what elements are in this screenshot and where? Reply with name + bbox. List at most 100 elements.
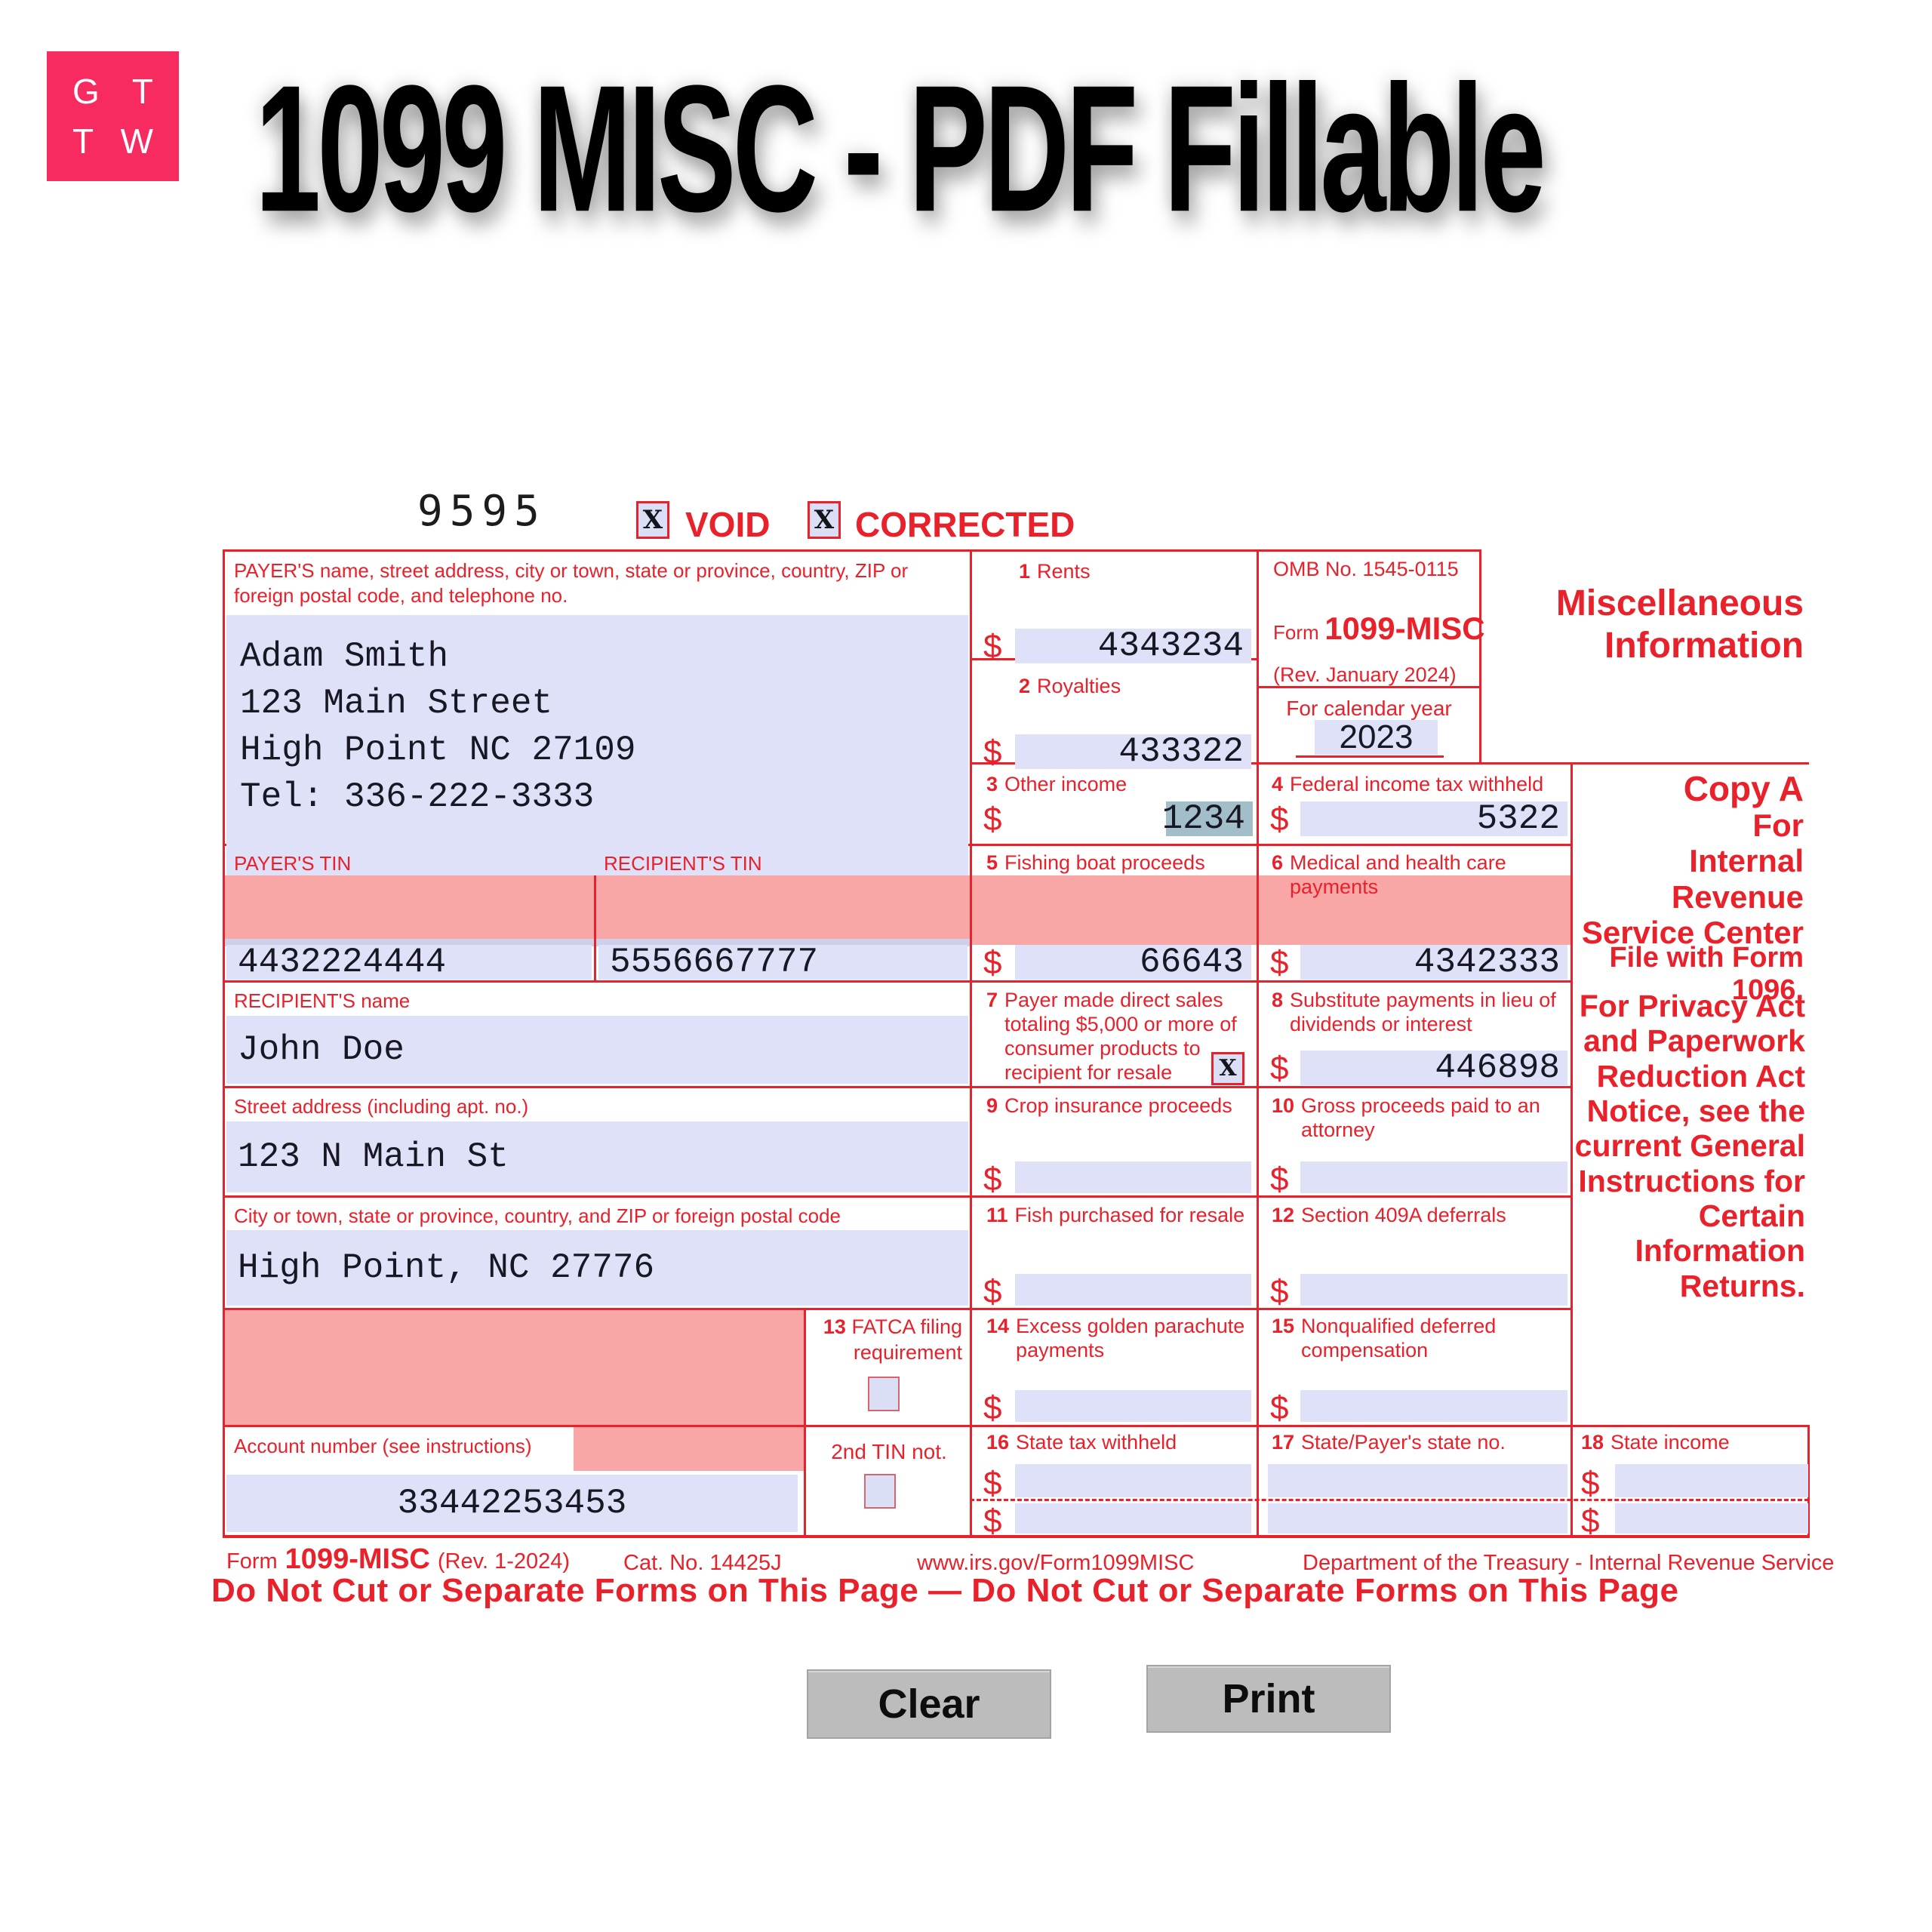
grid-line [970, 762, 1809, 764]
box13-number: 13 [823, 1315, 846, 1338]
dollar-sign: $ [983, 1465, 1002, 1502]
void-label: VOID [685, 505, 771, 544]
form-revision: (Rev. January 2024) [1273, 663, 1457, 686]
box15-deferred-field[interactable] [1300, 1390, 1567, 1422]
copy-a-label: Copy A [1683, 769, 1804, 808]
box14-parachute-field[interactable] [1015, 1390, 1251, 1422]
box1-label: Rents [1037, 560, 1091, 583]
state-row-dashed-line [970, 1499, 1809, 1501]
box13-fatca-checkbox[interactable] [868, 1377, 900, 1411]
second-tin-label: 2nd TIN not. [831, 1440, 947, 1463]
box17-state-no-field-1[interactable] [1268, 1464, 1567, 1497]
calendar-year-field[interactable]: 2023 [1315, 720, 1438, 755]
footer-irs-url: www.irs.gov/Form1099MISC [917, 1551, 1195, 1575]
box15-number: 15 [1272, 1315, 1295, 1337]
grid-line [1257, 549, 1259, 1535]
logo-letter: T [131, 72, 153, 111]
recipient-name-field[interactable]: John Doe [226, 1016, 968, 1084]
dollar-sign: $ [983, 1161, 1002, 1198]
box17-state-no-field-2[interactable] [1268, 1503, 1567, 1534]
clear-button[interactable]: Clear [807, 1669, 1051, 1739]
grid-line [804, 1308, 806, 1535]
dollar-sign: $ [1581, 1503, 1600, 1540]
void-checkbox[interactable]: X [636, 501, 669, 539]
street-field[interactable]: 123 N Main St [226, 1121, 968, 1192]
box3-number: 3 [986, 773, 998, 795]
payer-phone: Tel: 336-222-3333 [240, 777, 595, 817]
print-button[interactable]: Print [1146, 1665, 1391, 1733]
logo-row: T W [72, 124, 153, 158]
box3-value: 1234 [1161, 799, 1245, 838]
city-field[interactable]: High Point, NC 27776 [226, 1230, 968, 1306]
grid-line [223, 1086, 1573, 1088]
box15-label: Nonqualified deferred compensation [1301, 1315, 1497, 1361]
footer-department: Department of the Treasury - Internal Re… [1303, 1551, 1835, 1575]
box5-value: 66643 [1139, 943, 1244, 982]
tin-blank-area [225, 875, 970, 939]
box5-fishing-field[interactable]: 66643 [1015, 945, 1251, 980]
box8-substitute-field[interactable]: 446898 [1300, 1051, 1567, 1085]
box9-label: Crop insurance proceeds [1004, 1094, 1232, 1117]
copy-a-line: For [1752, 808, 1804, 843]
calendar-year-label: For calendar year [1286, 697, 1452, 720]
box18-state-income-field-2[interactable] [1615, 1503, 1808, 1534]
box8-label: Substitute payments in lieu of dividends… [1290, 989, 1556, 1035]
payer-name: Adam Smith [240, 637, 449, 676]
box2-royalties-field[interactable]: 433322 [1015, 734, 1251, 769]
grid-line [1479, 549, 1481, 762]
privacy-line: Certain [1698, 1198, 1805, 1233]
box7-label: Payer made direct sales totaling $5,000 … [1004, 989, 1237, 1084]
clear-button-label: Clear [878, 1681, 980, 1727]
recipient-name-label: RECIPIENT'S name [234, 989, 411, 1012]
box14-label: Excess golden parachute payments [1016, 1315, 1245, 1361]
box6-medical-field[interactable]: 4342333 [1300, 945, 1567, 980]
privacy-line: Reduction Act [1596, 1058, 1805, 1094]
do-not-cut-notice: Do Not Cut or Separate Forms on This Pag… [211, 1572, 1679, 1609]
copy-a-line: Service Center [1581, 915, 1804, 951]
corrected-checkbox[interactable]: X [808, 501, 841, 539]
box6-number: 6 [1272, 851, 1284, 874]
dollar-sign: $ [983, 1503, 1002, 1540]
box10-number: 10 [1272, 1094, 1295, 1117]
payer-info-field[interactable]: Adam Smith 123 Main Street High Point NC… [226, 615, 968, 875]
misc-line: Miscellaneous [1555, 583, 1804, 623]
copy-a-for-block: For Internal Revenue Service Center [1555, 808, 1804, 951]
box7-direct-sales-checkbox[interactable]: X [1211, 1052, 1244, 1085]
grid-line [223, 1308, 1573, 1310]
grid-line [223, 549, 225, 1538]
privacy-line: current General [1574, 1128, 1805, 1164]
box17-label: State/Payer's state no. [1301, 1431, 1506, 1454]
box11-fish-field[interactable] [1015, 1274, 1251, 1306]
payer-tin-field[interactable]: 4432224444 [226, 945, 592, 980]
page-title: 1099 MISC - PDF Fillable [255, 48, 1546, 250]
payer-tin-value: 4432224444 [238, 943, 447, 982]
box12-409a-field[interactable] [1300, 1274, 1567, 1306]
box16-state-tax-field-2[interactable] [1015, 1503, 1251, 1534]
box3-other-income-field[interactable]: 1234 [1162, 801, 1253, 836]
dollar-sign: $ [1270, 801, 1289, 838]
payer-tin-label: PAYER'S TIN [234, 852, 352, 875]
box14-number: 14 [986, 1315, 1010, 1337]
street-label: Street address (including apt. no.) [234, 1095, 529, 1118]
box10-label: Gross proceeds paid to an attorney [1301, 1094, 1540, 1141]
second-tin-checkbox[interactable] [864, 1474, 896, 1509]
privacy-line: For Privacy Act [1579, 989, 1805, 1023]
form-name: 1099-MISC [1324, 611, 1485, 646]
box8-number: 8 [1272, 989, 1284, 1011]
box4-fed-tax-field[interactable]: 5322 [1300, 801, 1567, 836]
form-title-right: Miscellaneous Information [1555, 583, 1804, 666]
city-value: High Point, NC 27776 [238, 1248, 655, 1287]
box1-rents-field[interactable]: 4343234 [1015, 629, 1251, 663]
box10-attorney-field[interactable] [1300, 1161, 1567, 1193]
box9-crop-field[interactable] [1015, 1161, 1251, 1193]
box18-state-income-field-1[interactable] [1615, 1464, 1808, 1497]
grid-line [223, 549, 1481, 552]
logo-letter: T [72, 122, 94, 161]
calendar-year-underline [1296, 755, 1444, 758]
box6-label: Medical and health care payments [1290, 851, 1506, 898]
dollar-sign: $ [983, 944, 1002, 981]
box16-state-tax-field-1[interactable] [1015, 1464, 1251, 1497]
dollar-sign: $ [1270, 1161, 1289, 1198]
account-number-field[interactable]: 33442253453 [226, 1475, 798, 1532]
recipient-tin-field[interactable]: 5556667777 [598, 945, 968, 980]
